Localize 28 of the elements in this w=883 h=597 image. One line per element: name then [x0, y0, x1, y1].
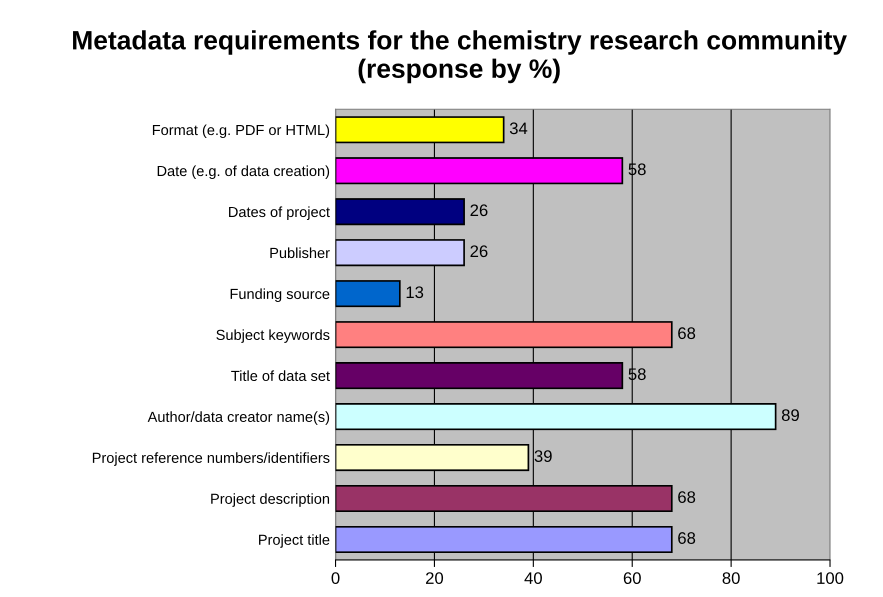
- y-tick-label: Project reference numbers/identifiers: [92, 452, 330, 466]
- y-tick-label: Publisher: [270, 247, 330, 258]
- chart-title: Metadata requirements for the chemistry research community (response by %): [73, 30, 847, 84]
- data-label: 13: [406, 286, 424, 298]
- data-label: 68: [678, 491, 696, 503]
- data-label: 89: [782, 409, 799, 422]
- x-tick-label: 20: [426, 572, 444, 584]
- data-label: 39: [534, 450, 552, 462]
- y-tick-label: Funding source: [230, 288, 330, 302]
- x-tick-label: 100: [817, 572, 844, 584]
- data-label: 68: [678, 327, 696, 340]
- y-tick-label: Title of data set: [231, 370, 330, 382]
- x-tick-label: 0: [332, 572, 340, 584]
- x-tick-label: 60: [624, 572, 641, 584]
- y-tick-label: Project title: [259, 534, 330, 548]
- data-label: 26: [470, 245, 488, 258]
- data-label: 68: [678, 532, 696, 544]
- y-tick-label: Date (e.g. of data creation): [158, 165, 330, 180]
- y-tick-label: Dates of project: [229, 206, 330, 220]
- y-tick-label: Project description: [211, 493, 330, 507]
- y-tick-label: Subject keywords: [216, 329, 330, 343]
- data-label: 34: [510, 122, 528, 134]
- x-tick-label: 80: [722, 572, 740, 584]
- y-tick-label: Author/data creator name(s): [148, 411, 330, 425]
- bar: [336, 280, 401, 308]
- y-tick-label: Format (e.g. PDF or HTML): [152, 124, 330, 138]
- data-label: 26: [470, 204, 488, 216]
- x-tick-label: 40: [524, 572, 542, 584]
